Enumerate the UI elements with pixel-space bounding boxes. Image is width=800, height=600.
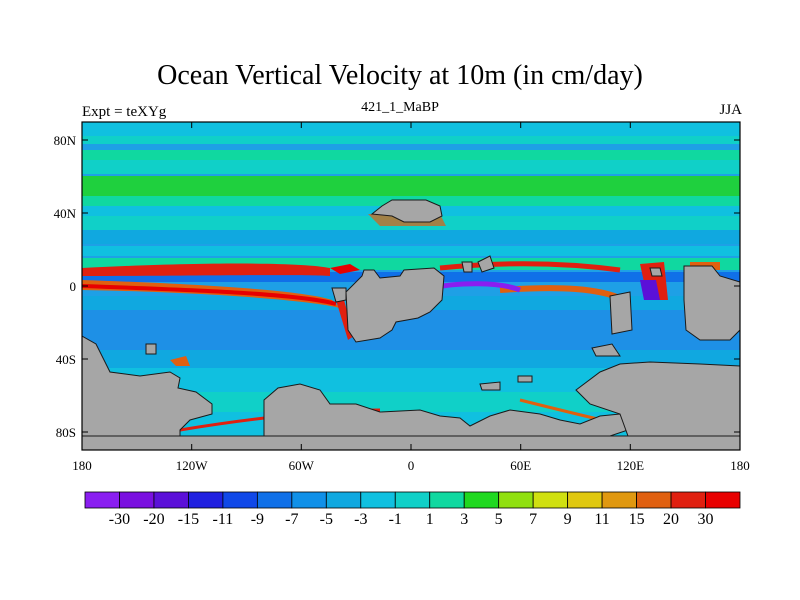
colorbar-swatch <box>291 491 327 509</box>
band-high-north <box>82 136 740 144</box>
lon-label: 120W <box>176 458 209 473</box>
lat-label: 80S <box>56 425 76 440</box>
colorbar-swatch <box>705 491 741 509</box>
latitude-axis: 80N 40N 0 40S 80S <box>54 133 740 440</box>
lon-label: 180 <box>72 458 92 473</box>
colorbar-label: -5 <box>320 511 333 528</box>
lon-label: 60W <box>289 458 315 473</box>
colorbar-label: 5 <box>495 511 503 528</box>
colorbar-label: -30 <box>109 511 130 528</box>
colorbar-swatch <box>567 491 603 509</box>
band-south-b <box>82 350 740 368</box>
plot-title: Ocean Vertical Velocity at 10m (in cm/da… <box>157 60 643 91</box>
land-east-fragment <box>609 291 633 335</box>
colorbar-label: -7 <box>285 511 298 528</box>
longitude-axis: 180 120W 60W 0 60E 120E 180 <box>72 122 750 473</box>
colorbar-label: 20 <box>663 511 679 528</box>
downwelling-maritime <box>640 280 660 300</box>
land-south-pole <box>82 435 740 450</box>
colorbar-label: -20 <box>143 511 164 528</box>
colorbar-swatch <box>256 491 293 509</box>
colorbar-swatch <box>84 491 120 509</box>
band-south-d <box>82 392 740 412</box>
land-masses <box>82 199 740 450</box>
colorbar-label: -1 <box>389 511 402 528</box>
colorbar-swatch <box>670 491 706 509</box>
colorbar-label: -11 <box>213 511 234 528</box>
upwelling-atlantic-n <box>330 264 360 274</box>
lat-label: 40N <box>54 206 77 221</box>
colorbar-swatch <box>636 491 672 509</box>
experiment-label: Expt = teXYg <box>82 104 167 120</box>
band-north-b <box>82 160 740 174</box>
land-islet-g <box>517 375 533 383</box>
band-north-green <box>82 176 740 196</box>
land-islet-f <box>479 381 501 391</box>
streak-eq-core <box>82 284 337 306</box>
colorbar-label: -15 <box>178 511 199 528</box>
colorbar-swatch <box>463 491 500 509</box>
colorbar-label: 7 <box>529 511 537 528</box>
land-islet-d <box>649 267 663 277</box>
colorbar-label: 15 <box>629 511 645 528</box>
colorbar-swatch <box>532 491 569 509</box>
season-label: JJA <box>719 102 742 118</box>
streak-indian-north <box>439 261 621 273</box>
map-field <box>82 122 740 450</box>
colorbar-swatch <box>498 491 534 509</box>
lat-label: 40S <box>56 352 76 367</box>
colorbar-swatch <box>153 491 189 509</box>
land-islet-b <box>461 261 473 273</box>
land-east-main <box>683 265 740 341</box>
band-arctic <box>82 122 740 136</box>
land-southeast <box>575 361 740 437</box>
streak-south-a <box>170 356 190 366</box>
colorbar-swatch <box>429 491 465 509</box>
land-central <box>345 267 445 343</box>
land-north-block <box>370 199 443 223</box>
band-north-f <box>82 230 740 244</box>
land-southwest <box>82 335 213 437</box>
land-islet-e <box>145 343 157 355</box>
land-islet-c <box>477 255 495 273</box>
lat-label: 80N <box>54 133 77 148</box>
band-north-a <box>82 150 740 160</box>
land-south-islet <box>591 343 621 357</box>
colorbar-label: 11 <box>594 511 609 528</box>
colorbar: -30 -20 -15 -11 -9 -7 -5 -3 -1 1 3 5 7 9 11 15 20 30 <box>84 491 741 528</box>
colorbar-label: 30 <box>698 511 714 528</box>
run-id-label: 421_1_MaBP <box>361 100 439 115</box>
colorbar-label: 9 <box>564 511 572 528</box>
lat-label: 0 <box>70 279 77 294</box>
colorbar-label: -9 <box>251 511 264 528</box>
land-islet-a <box>331 287 347 303</box>
colorbar-swatch <box>188 491 224 509</box>
colorbar-swatch <box>222 491 258 509</box>
colorbar-swatch <box>601 491 637 509</box>
colorbar-label: -3 <box>354 511 367 528</box>
lon-label: 0 <box>408 458 415 473</box>
lon-label: 180 <box>730 458 750 473</box>
lon-label: 120E <box>617 458 645 473</box>
band-subtrop-n <box>82 246 740 256</box>
colorbar-swatch <box>394 491 431 509</box>
colorbar-swatch <box>325 491 362 509</box>
colorbar-label: 1 <box>426 511 434 528</box>
streak-north-pacific <box>82 263 330 276</box>
lon-label: 60E <box>510 458 531 473</box>
colorbar-swatch <box>119 491 155 509</box>
colorbar-swatch <box>360 491 396 509</box>
colorbar-label: 3 <box>460 511 468 528</box>
